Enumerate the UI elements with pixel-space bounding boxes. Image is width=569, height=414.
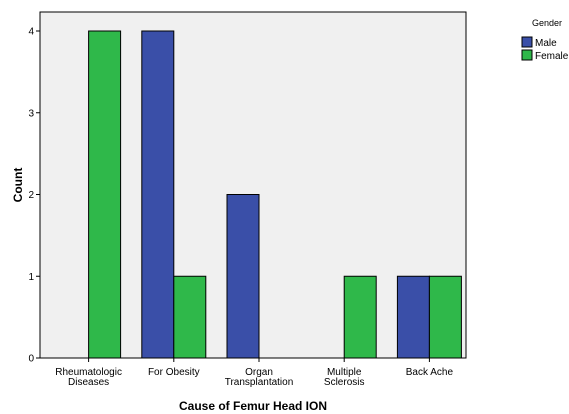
x-tick-label: Multiple Sclerosis	[324, 367, 365, 388]
bar-female-0	[88, 30, 122, 359]
y-tick-label: 3	[28, 108, 34, 119]
legend-title: Gender	[532, 18, 562, 28]
bar-female-1	[173, 275, 207, 359]
legend-swatch-male	[521, 36, 533, 48]
bars-group	[88, 30, 462, 359]
x-tick-label: Rheumatologic Diseases	[55, 367, 122, 388]
bar-male-1	[141, 30, 175, 359]
y-tick-label: 4	[28, 27, 34, 38]
y-axis-title: Count	[11, 168, 25, 203]
x-tick-label: Back Ache	[406, 367, 454, 378]
bar-male-4	[396, 275, 430, 359]
legend-label-female: Female	[535, 51, 569, 62]
x-tick-label: Organ Transplantation	[225, 367, 294, 388]
legend: Gender Male Female	[521, 18, 569, 62]
x-tick-label: For Obesity	[148, 367, 200, 378]
legend-label-male: Male	[535, 38, 557, 49]
x-axis: Rheumatologic Diseases For Obesity Organ Tra…	[55, 358, 453, 388]
y-axis: 0 1 2 3 4	[28, 27, 40, 365]
legend-swatch-female	[521, 49, 533, 61]
bar-female-4	[428, 275, 462, 359]
bar-male-2	[226, 194, 260, 359]
y-tick-label: 2	[28, 190, 34, 201]
y-tick-label: 0	[28, 354, 34, 365]
y-tick-label: 1	[28, 272, 34, 283]
x-axis-title: Cause of Femur Head ION	[179, 399, 327, 413]
bar-female-3	[343, 275, 377, 359]
